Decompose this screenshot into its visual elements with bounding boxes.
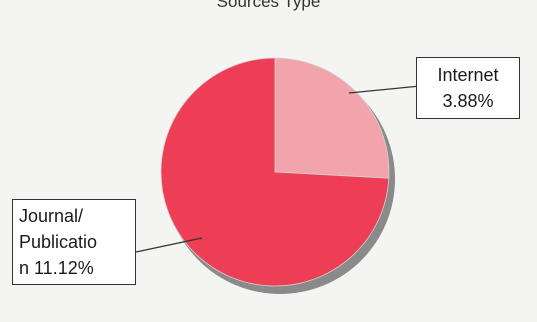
callout-internet-value: 3.88% xyxy=(442,91,494,111)
callout-journal-line2: Publicatio xyxy=(19,232,98,252)
chart-title: Sources Type xyxy=(216,0,321,11)
callout-journal-line3: n 11.12% xyxy=(19,258,94,278)
callout-journal-line1: Journal/ xyxy=(19,206,84,226)
callout-journal: Journal/ Publicatio n 11.12% xyxy=(12,199,136,285)
leader-line-journal xyxy=(135,237,203,253)
pie-slice-journal-publication xyxy=(160,57,390,287)
leader-line-internet xyxy=(348,85,421,94)
callout-internet-label: Internet xyxy=(437,65,499,85)
callout-internet: Internet 3.88% xyxy=(416,57,520,119)
pie-slice-internet xyxy=(274,57,390,179)
